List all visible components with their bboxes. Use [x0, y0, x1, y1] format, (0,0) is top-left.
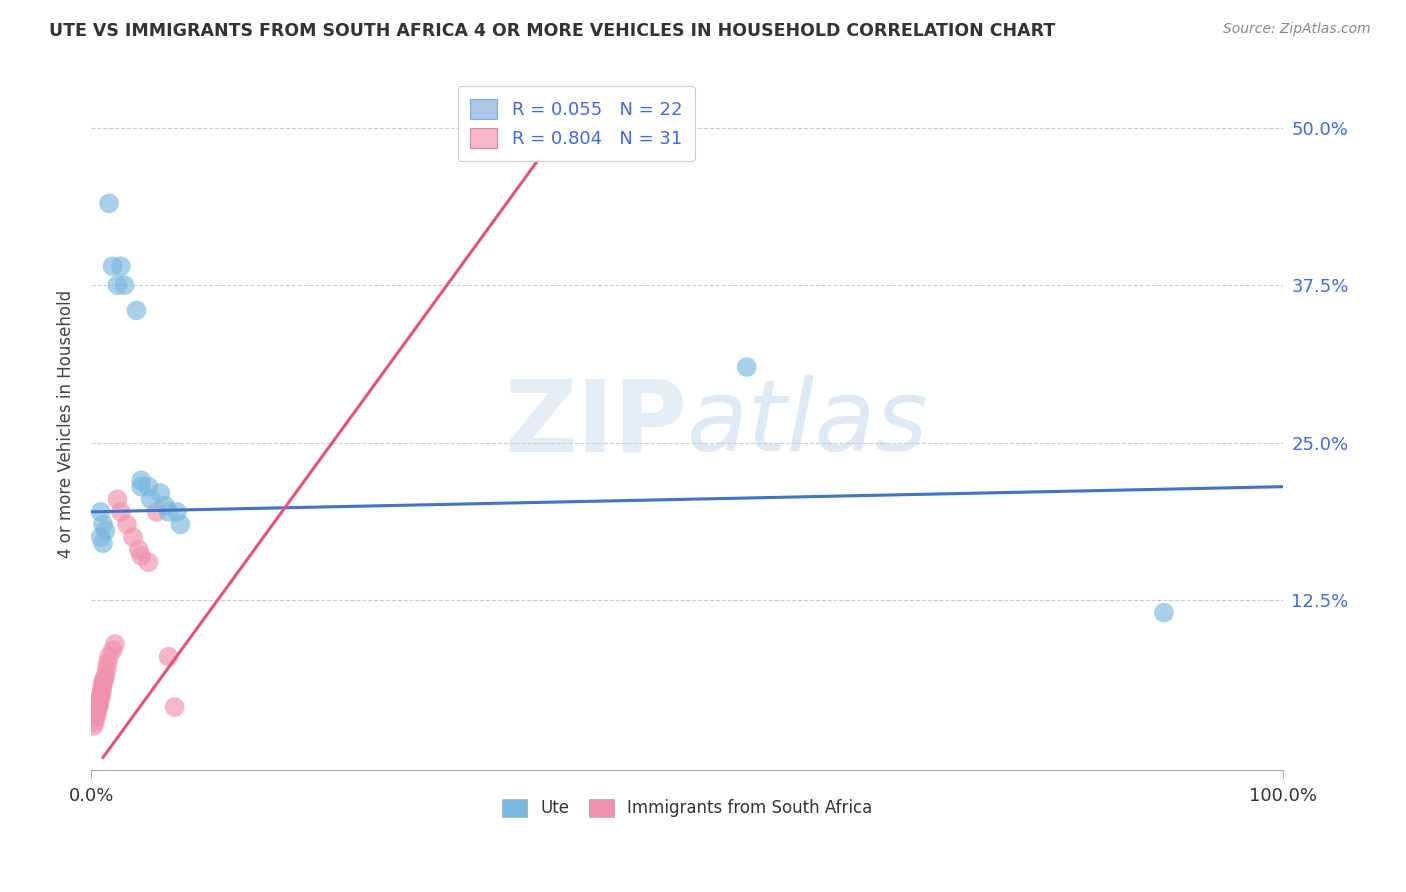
Point — [169, 517, 191, 532]
Text: UTE VS IMMIGRANTS FROM SOUTH AFRICA 4 OR MORE VEHICLES IN HOUSEHOLD CORRELATION : UTE VS IMMIGRANTS FROM SOUTH AFRICA 4 OR… — [49, 22, 1056, 40]
Point — [166, 505, 188, 519]
Point — [91, 677, 114, 691]
Point — [91, 517, 114, 532]
Point — [90, 530, 112, 544]
Point — [98, 649, 121, 664]
Point — [1153, 606, 1175, 620]
Point — [129, 474, 152, 488]
Point — [129, 480, 152, 494]
Point — [114, 278, 136, 293]
Point — [139, 492, 162, 507]
Point — [125, 303, 148, 318]
Point — [138, 555, 160, 569]
Point — [97, 656, 120, 670]
Point — [105, 492, 128, 507]
Point — [110, 260, 132, 274]
Point — [129, 549, 152, 563]
Point — [110, 505, 132, 519]
Point — [115, 517, 138, 532]
Y-axis label: 4 or more Vehicles in Household: 4 or more Vehicles in Household — [58, 290, 75, 558]
Text: Source: ZipAtlas.com: Source: ZipAtlas.com — [1223, 22, 1371, 37]
Point — [145, 505, 167, 519]
Point — [91, 674, 114, 689]
Point — [163, 700, 186, 714]
Point — [86, 706, 108, 721]
Point — [90, 690, 112, 704]
Point — [128, 542, 150, 557]
Point — [84, 710, 107, 724]
Point — [98, 196, 121, 211]
Point — [94, 524, 117, 538]
Point — [157, 505, 180, 519]
Point — [153, 499, 176, 513]
Point — [91, 536, 114, 550]
Legend: Ute, Immigrants from South Africa: Ute, Immigrants from South Africa — [495, 792, 879, 824]
Point — [83, 719, 105, 733]
Point — [93, 673, 115, 687]
Point — [101, 643, 124, 657]
Point — [149, 486, 172, 500]
Point — [735, 359, 758, 374]
Point — [138, 480, 160, 494]
Point — [90, 688, 112, 702]
Text: ZIP: ZIP — [505, 376, 688, 472]
Point — [105, 278, 128, 293]
Point — [86, 702, 108, 716]
Point — [96, 662, 118, 676]
Point — [83, 715, 105, 730]
Point — [87, 700, 110, 714]
Point — [89, 694, 111, 708]
Point — [122, 530, 145, 544]
Point — [90, 685, 112, 699]
Point — [90, 681, 112, 695]
Text: atlas: atlas — [688, 376, 929, 472]
Point — [94, 668, 117, 682]
Point — [101, 260, 124, 274]
Point — [104, 637, 127, 651]
Point — [89, 698, 111, 712]
Point — [90, 505, 112, 519]
Point — [157, 649, 180, 664]
